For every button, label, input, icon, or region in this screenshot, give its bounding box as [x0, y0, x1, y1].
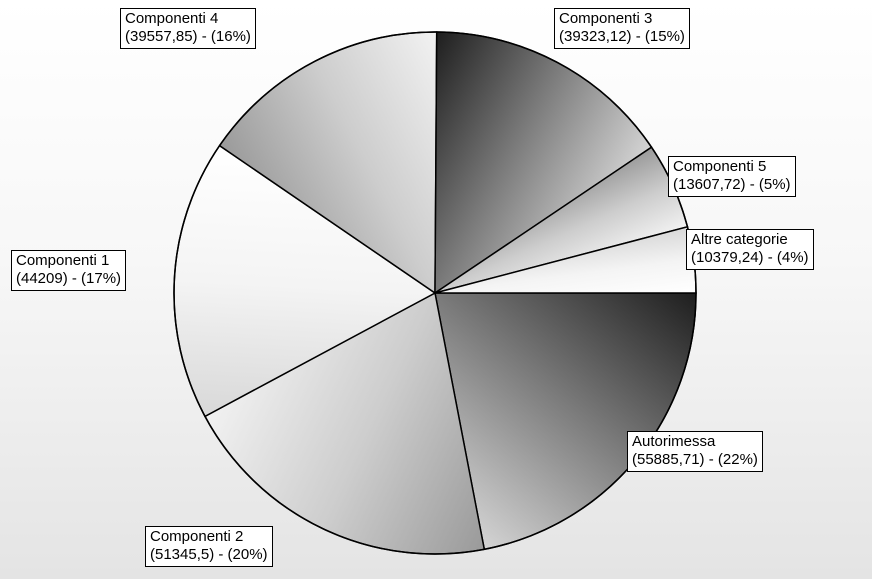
slice-label-name: Componenti 2: [150, 528, 244, 545]
slice-label-value: (39557,85) - (16%): [125, 28, 251, 45]
slice-label-autorimessa: Autorimessa (55885,71) - (22%): [627, 431, 763, 472]
slice-label-componenti-4: Componenti 4 (39557,85) - (16%): [120, 8, 256, 49]
slice-label-value: (44209) - (17%): [16, 270, 122, 287]
slice-label-name: Componenti 1: [16, 252, 110, 269]
slice-label-componenti-3: Componenti 3 (39323,12) - (15%): [554, 8, 690, 49]
pie-outline: [173, 31, 697, 555]
slice-label-altre-categorie: Altre categorie (10379,24) - (4%): [686, 229, 814, 270]
slice-label-componenti-5: Componenti 5 (13607,72) - (5%): [668, 156, 796, 197]
slice-label-value: (51345,5) - (20%): [150, 546, 268, 563]
slice-label-name: Componenti 3: [559, 10, 653, 27]
slice-label-componenti-1: Componenti 1 (44209) - (17%): [11, 250, 127, 291]
slice-label-name: Componenti 5: [673, 158, 767, 175]
slice-label-value: (39323,12) - (15%): [559, 28, 685, 45]
slice-label-name: Altre categorie: [691, 231, 788, 248]
slice-label-name: Componenti 4: [125, 10, 219, 27]
slice-label-value: (10379,24) - (4%): [691, 249, 809, 266]
slice-label-componenti-2: Componenti 2 (51345,5) - (20%): [145, 526, 273, 567]
slice-label-name: Autorimessa: [632, 433, 716, 450]
slice-label-value: (13607,72) - (5%): [673, 176, 791, 193]
slice-label-value: (55885,71) - (22%): [632, 451, 758, 468]
